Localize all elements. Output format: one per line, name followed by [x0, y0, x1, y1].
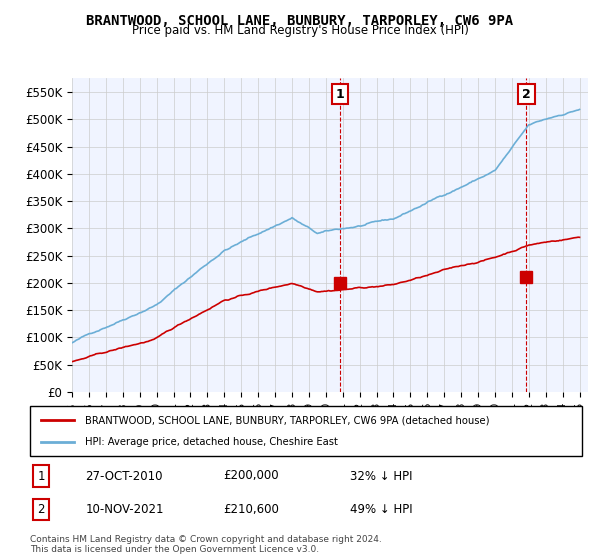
Text: Price paid vs. HM Land Registry's House Price Index (HPI): Price paid vs. HM Land Registry's House …: [131, 24, 469, 36]
Text: 2: 2: [37, 503, 45, 516]
Text: £200,000: £200,000: [223, 469, 279, 483]
Text: HPI: Average price, detached house, Cheshire East: HPI: Average price, detached house, Ches…: [85, 437, 338, 447]
Text: BRANTWOOD, SCHOOL LANE, BUNBURY, TARPORLEY, CW6 9PA: BRANTWOOD, SCHOOL LANE, BUNBURY, TARPORL…: [86, 14, 514, 28]
Text: 49% ↓ HPI: 49% ↓ HPI: [350, 503, 413, 516]
Text: 32% ↓ HPI: 32% ↓ HPI: [350, 469, 413, 483]
Text: 2: 2: [522, 87, 531, 101]
Text: 1: 1: [335, 87, 344, 101]
Text: BRANTWOOD, SCHOOL LANE, BUNBURY, TARPORLEY, CW6 9PA (detached house): BRANTWOOD, SCHOOL LANE, BUNBURY, TARPORL…: [85, 415, 490, 425]
Text: £210,600: £210,600: [223, 503, 279, 516]
Text: 1: 1: [37, 469, 45, 483]
FancyBboxPatch shape: [30, 406, 582, 456]
Text: 27-OCT-2010: 27-OCT-2010: [85, 469, 163, 483]
Text: 10-NOV-2021: 10-NOV-2021: [85, 503, 164, 516]
Text: Contains HM Land Registry data © Crown copyright and database right 2024.
This d: Contains HM Land Registry data © Crown c…: [30, 535, 382, 554]
